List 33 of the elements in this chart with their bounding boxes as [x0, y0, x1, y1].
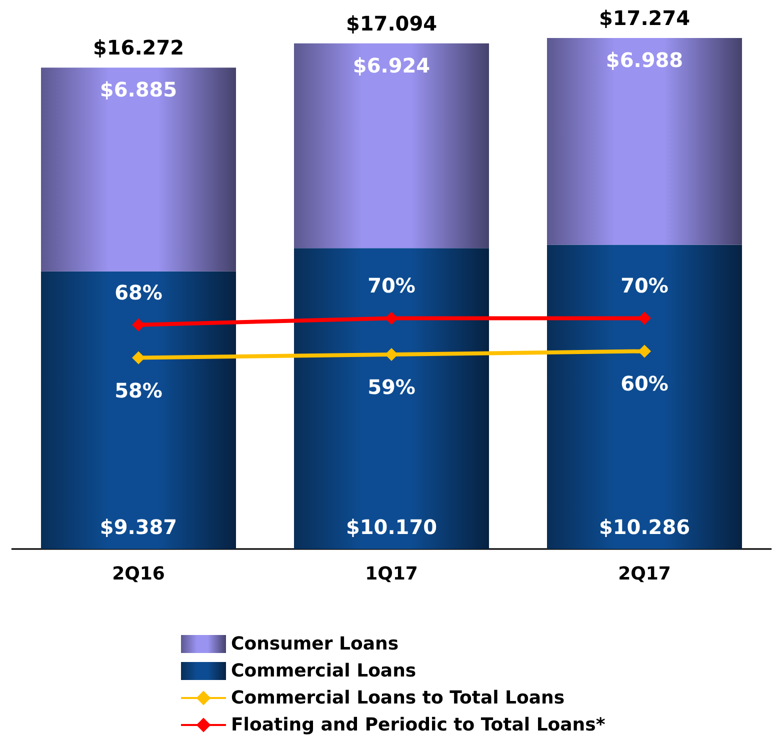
bar	[41, 271, 236, 549]
x-tick-label: 2Q17	[618, 564, 671, 584]
point	[132, 318, 145, 332]
point	[132, 351, 145, 364]
legend-label: Commercial Loans to Total Loans	[231, 688, 565, 708]
x-tick-label: 1Q17	[365, 564, 418, 584]
data-label: $6.924	[352, 53, 430, 78]
data-label: $6.988	[606, 48, 684, 72]
point	[638, 312, 651, 325]
data-label: $10.170	[346, 515, 438, 539]
data-label: 70%	[368, 274, 416, 298]
point	[385, 348, 398, 361]
total-label: $17.274	[598, 6, 690, 30]
data-label: 60%	[620, 372, 668, 396]
bar	[547, 38, 742, 245]
total-label: $16.272	[92, 36, 184, 60]
bar	[41, 68, 236, 272]
data-label: $9.387	[100, 515, 178, 539]
data-label: 70%	[620, 274, 668, 298]
data-label: 68%	[114, 280, 162, 304]
point	[385, 312, 398, 325]
total-label: $17.094	[346, 11, 438, 36]
bar	[294, 43, 489, 248]
legend-label: Commercial Loans	[231, 660, 416, 682]
data-label: 59%	[368, 374, 416, 399]
data-label: $6.885	[100, 78, 178, 102]
legend-label: Consumer Loans	[231, 634, 399, 654]
legend-label: Floating and Periodic to Total Loans*	[231, 714, 606, 736]
point	[638, 344, 651, 358]
data-label: $10.286	[598, 515, 690, 539]
bar	[547, 244, 742, 549]
data-label: 58%	[114, 378, 162, 402]
x-tick-label: 2Q16	[112, 564, 165, 584]
